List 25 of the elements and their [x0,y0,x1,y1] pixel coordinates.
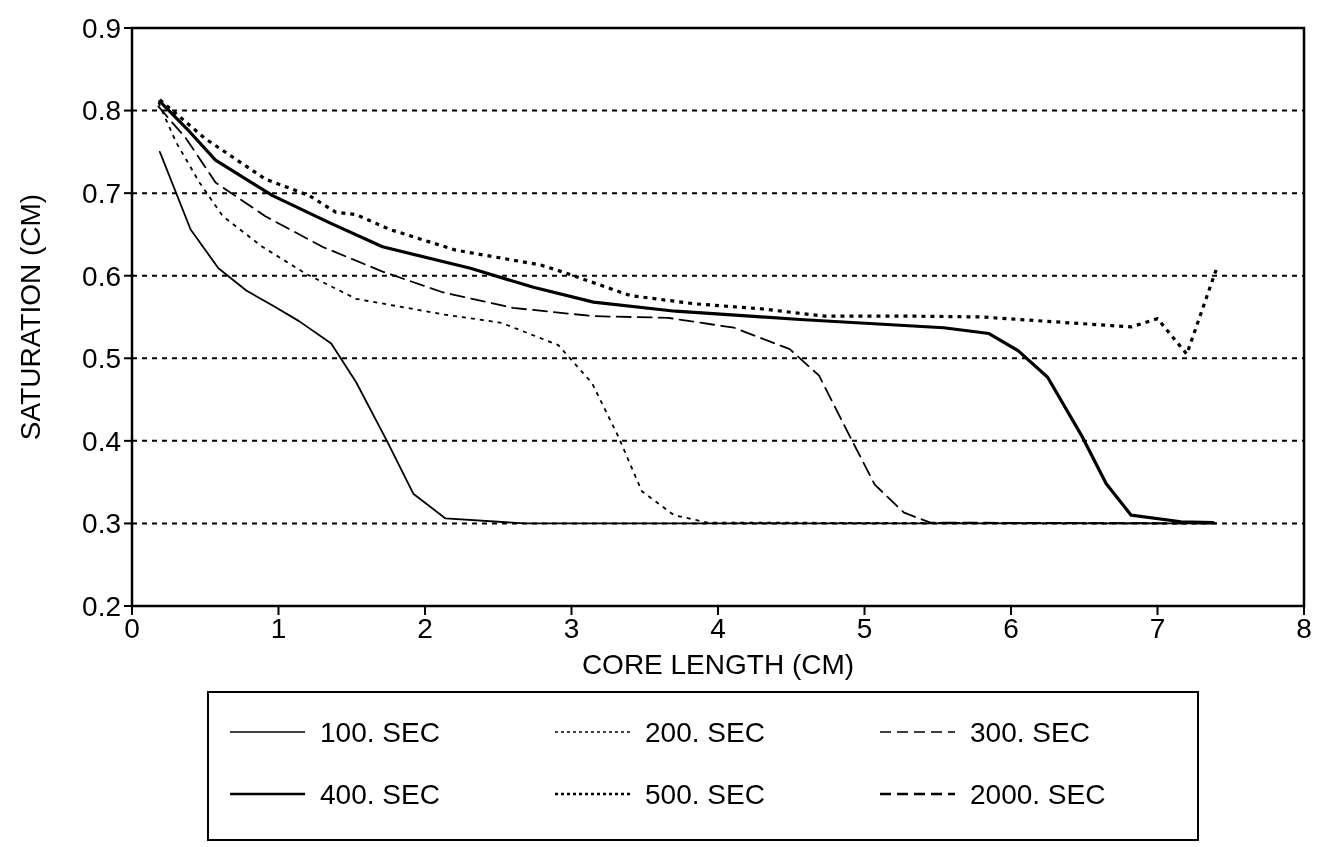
legend-label: 300. SEC [970,716,1090,748]
x-tick-label: 6 [1003,613,1019,644]
legend-label: 100. SEC [320,716,440,748]
y-axis-title: SATURATION (CM) [15,193,46,441]
y-tick-label: 0.4 [82,425,121,457]
y-tick-label: 0.2 [82,590,121,622]
legend-label: 200. SEC [645,716,765,748]
x-tick-label: 1 [270,613,287,644]
y-tick-label: 0.6 [82,260,121,292]
legend-label: 400. SEC [320,778,440,810]
x-tick-label: 5 [856,613,873,644]
y-tick-label: 0.5 [82,343,121,375]
x-tick-label: 7 [1149,613,1166,644]
y-tick-label: 0.7 [82,177,121,209]
x-tick-label: 0 [124,613,140,644]
y-tick-label: 0.9 [82,12,121,44]
legend-label: 2000. SEC [970,778,1106,810]
x-tick-label: 3 [563,613,580,644]
y-tick-label: 0.3 [82,508,121,540]
legend-label: 500. SEC [645,778,765,810]
y-tick-label: 0.8 [82,95,121,127]
x-tick-label: 4 [710,613,726,644]
x-axis-title: CORE LENGTH (CM) [581,649,855,680]
x-tick-label: 8 [1296,613,1312,644]
x-tick-label: 2 [417,613,433,644]
